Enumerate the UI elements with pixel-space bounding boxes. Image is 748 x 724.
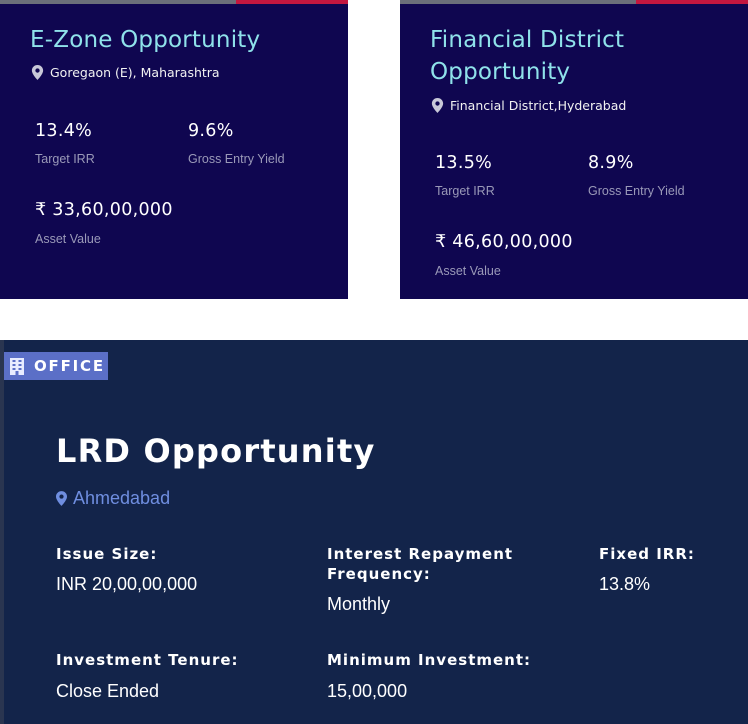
- card-title[interactable]: E-Zone Opportunity: [30, 27, 261, 53]
- fixed-irr-value: 13.8%: [599, 574, 651, 594]
- card-location-text: Goregaon (E), Maharashtra: [50, 65, 220, 80]
- target-irr-value: 13.4%: [35, 121, 93, 141]
- minimum-investment-label: Minimum Investment:: [327, 651, 532, 669]
- map-pin-icon: [431, 98, 444, 113]
- gross-entry-yield-label: Gross Entry Yield: [188, 152, 285, 166]
- property-card-financial-district[interactable]: Financial District Opportunity Financial…: [400, 0, 748, 299]
- minimum-investment-value: 15,00,000: [327, 681, 408, 701]
- fixed-irr-label: Fixed IRR:: [599, 545, 695, 563]
- property-card-ezone[interactable]: E-Zone Opportunity Goregaon (E), Maharas…: [0, 0, 348, 299]
- interest-repayment-frequency-value: Monthly: [327, 594, 391, 614]
- interest-repayment-frequency-label: Interest Repayment Frequency:: [327, 545, 514, 583]
- gross-entry-yield-label: Gross Entry Yield: [588, 184, 685, 198]
- investment-tenure-value: Close Ended: [56, 681, 160, 701]
- card-title-line-1: Financial District: [430, 27, 625, 53]
- asset-value: ₹ 46,60,00,000: [435, 232, 573, 252]
- category-badge: OFFICE: [4, 352, 108, 380]
- investment-tenure-label: Investment Tenure:: [56, 651, 239, 669]
- card-top-stripe: [0, 0, 348, 4]
- asset-value-label: Asset Value: [435, 264, 501, 278]
- map-pin-icon: [56, 491, 67, 506]
- badge-label: OFFICE: [34, 357, 105, 375]
- target-irr-value: 13.5%: [435, 153, 493, 173]
- map-pin-icon: [31, 65, 44, 80]
- card-title[interactable]: Financial District Opportunity: [430, 24, 624, 88]
- gross-entry-yield-value: 9.6%: [188, 121, 234, 141]
- card-location: Goregaon (E), Maharashtra: [31, 65, 220, 80]
- asset-value-label: Asset Value: [35, 232, 101, 246]
- issue-size-value: INR 20,00,00,000: [56, 574, 198, 594]
- card-title-line-2: Opportunity: [430, 59, 571, 85]
- card-top-stripe: [400, 0, 748, 4]
- issue-size-label: Issue Size:: [56, 545, 158, 563]
- card-location-text: Financial District,Hyderabad: [450, 98, 627, 113]
- target-irr-label: Target IRR: [435, 184, 495, 198]
- card-location: Financial District,Hyderabad: [431, 98, 626, 113]
- lrd-location-text: Ahmedabad: [73, 488, 171, 508]
- lrd-opportunity-panel[interactable]: OFFICE LRD Opportunity Ahmedabad Issue S…: [0, 340, 748, 724]
- lrd-location: Ahmedabad: [56, 488, 170, 509]
- asset-value: ₹ 33,60,00,000: [35, 200, 173, 220]
- target-irr-label: Target IRR: [35, 152, 95, 166]
- gross-entry-yield-value: 8.9%: [588, 153, 634, 173]
- panel-left-edge: [0, 340, 4, 724]
- lrd-title[interactable]: LRD Opportunity: [56, 432, 376, 470]
- building-icon: [10, 357, 24, 375]
